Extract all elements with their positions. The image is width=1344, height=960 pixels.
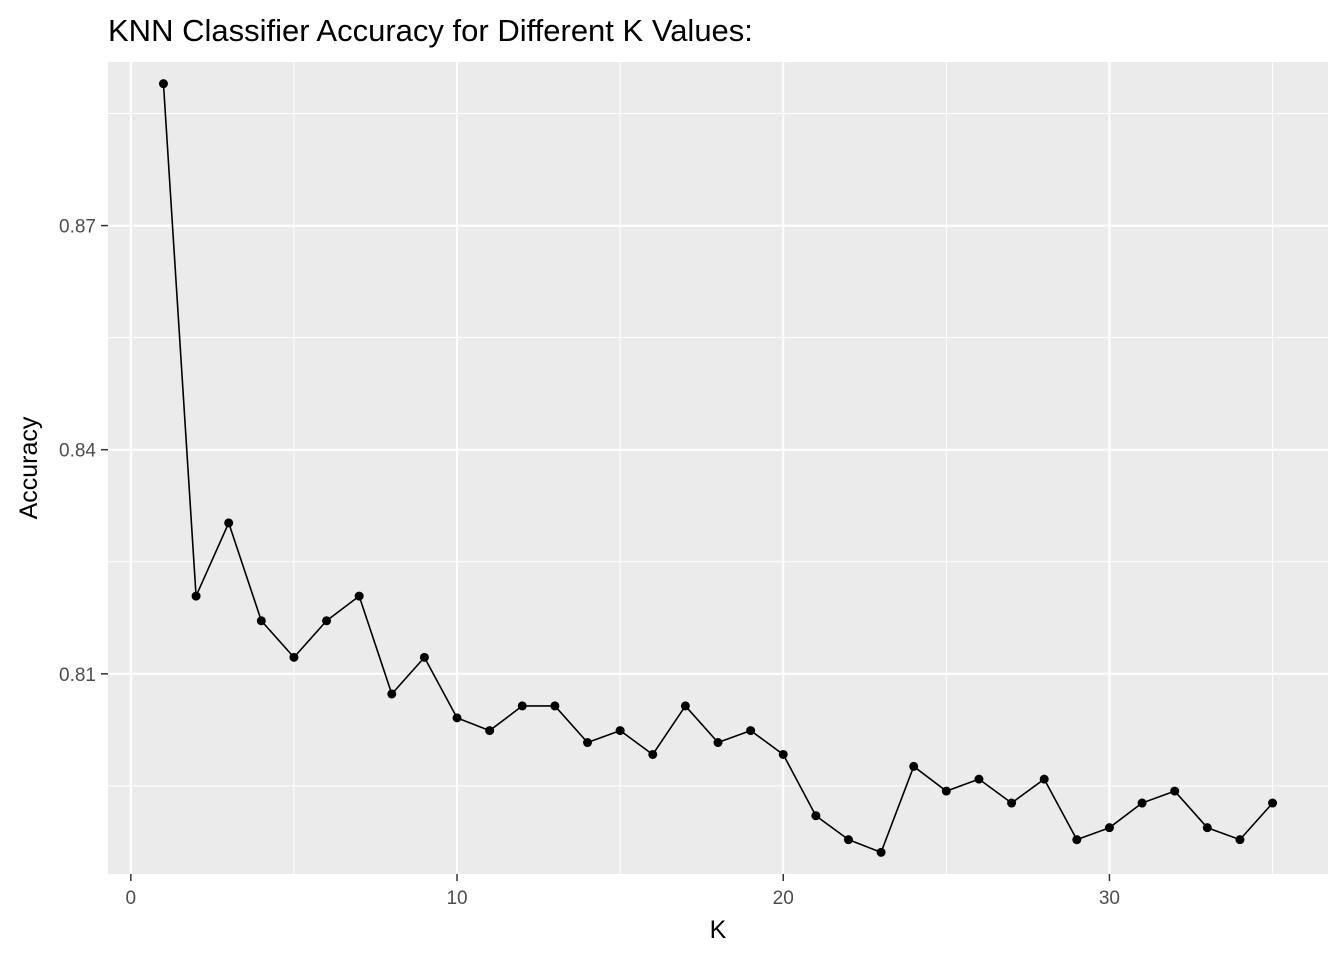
x-tick-label: 30	[1099, 888, 1120, 909]
data-point	[354, 591, 364, 601]
plot-panel	[108, 62, 1328, 874]
data-point	[387, 689, 397, 699]
data-point	[256, 616, 266, 626]
y-tick-label: 0.81	[59, 665, 96, 686]
data-point	[876, 847, 886, 857]
data-point	[974, 774, 984, 784]
data-point	[778, 749, 788, 759]
data-point	[452, 713, 462, 723]
y-axis: 0.81 0.84 0.87	[59, 217, 108, 686]
data-point	[419, 652, 429, 662]
x-tick-label: 20	[773, 888, 794, 909]
data-point	[648, 749, 658, 759]
data-point	[1202, 823, 1212, 833]
data-point	[680, 701, 690, 711]
data-point	[158, 79, 168, 89]
minor-gridlines	[108, 62, 1328, 874]
data-point	[1170, 786, 1180, 796]
data-point	[289, 652, 299, 662]
data-point	[517, 701, 527, 711]
data-point	[1007, 798, 1017, 808]
data-point	[1268, 798, 1278, 808]
x-tick-label: 0	[126, 888, 137, 909]
x-tick-label: 10	[446, 888, 467, 909]
data-point	[843, 835, 853, 845]
data-point	[1072, 835, 1082, 845]
series-layer	[158, 79, 1278, 857]
data-point	[713, 738, 723, 748]
data-point	[1137, 798, 1147, 808]
data-point	[941, 786, 951, 796]
data-point	[1104, 823, 1114, 833]
data-point	[811, 811, 821, 821]
data-point	[191, 591, 201, 601]
data-point	[322, 616, 332, 626]
data-point	[550, 701, 560, 711]
data-point	[746, 726, 756, 736]
chart-title: KNN Classifier Accuracy for Different K …	[108, 13, 753, 48]
x-axis-title: K	[710, 916, 727, 944]
y-tick-label: 0.87	[59, 217, 96, 238]
data-point	[1235, 835, 1245, 845]
y-axis-title: Accuracy	[15, 416, 43, 519]
data-point	[485, 726, 495, 736]
major-gridlines	[108, 62, 1328, 874]
data-point	[909, 761, 919, 771]
data-point	[583, 738, 593, 748]
x-axis: 0 10 20 30	[126, 874, 1120, 909]
data-point	[615, 726, 625, 736]
y-tick-label: 0.84	[59, 441, 96, 462]
data-point	[1039, 774, 1049, 784]
data-point	[224, 518, 234, 528]
